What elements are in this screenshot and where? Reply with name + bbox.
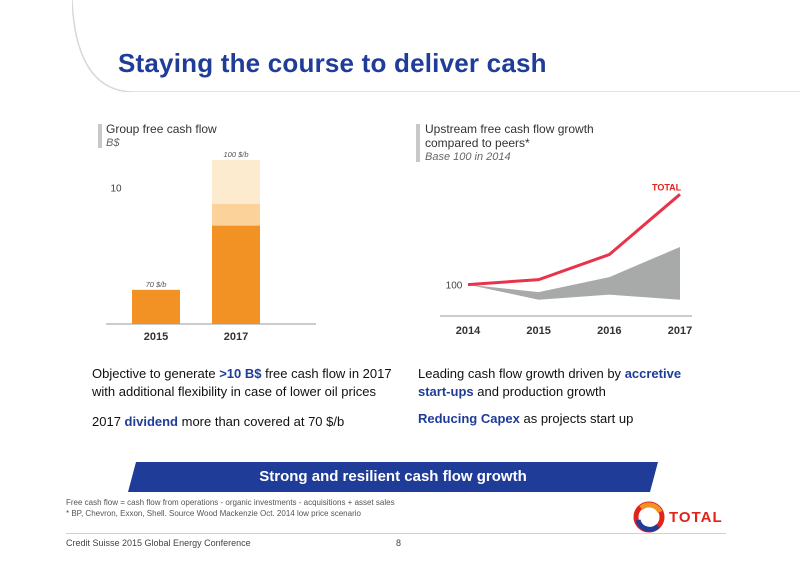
dividend-paragraph: 2017 dividend more than covered at 70 $/… bbox=[92, 413, 392, 431]
objective-text-b: free cash flow in 2017 with additional f… bbox=[92, 366, 392, 399]
right-panel-title-line2: compared to peers* bbox=[425, 136, 530, 150]
total-series-label: TOTAL bbox=[652, 182, 682, 192]
growth-text-b: and production growth bbox=[473, 384, 606, 399]
capex-paragraph: Reducing Capex as projects start up bbox=[418, 410, 708, 428]
right-header-marker bbox=[416, 124, 420, 162]
left-panel-title: Group free cash flow bbox=[106, 122, 217, 136]
total-logo-icon bbox=[633, 501, 665, 533]
footnote-definition: Free cash flow = cash flow from operatio… bbox=[66, 498, 395, 507]
bar-label-2015-0: 70 $/b bbox=[146, 280, 167, 289]
right-body-text: Leading cash flow growth driven by accre… bbox=[418, 365, 708, 428]
objective-highlight: >10 B$ bbox=[219, 366, 262, 381]
x-tick-label-2015: 2015 bbox=[144, 331, 168, 343]
left-body-text: Objective to generate >10 B$ free cash f… bbox=[92, 365, 392, 431]
x-tick-label-2017: 2017 bbox=[224, 331, 248, 343]
dividend-text-a: 2017 bbox=[92, 414, 125, 429]
page-title: Staying the course to deliver cash bbox=[118, 48, 547, 78]
growth-text-a: Leading cash flow growth driven by bbox=[418, 366, 625, 381]
bar-segment-2017-2 bbox=[212, 160, 260, 204]
capex-text: as projects start up bbox=[519, 411, 634, 426]
bar-segment-2017-0 bbox=[212, 225, 260, 324]
objective-paragraph: Objective to generate >10 B$ free cash f… bbox=[92, 365, 392, 401]
left-panel-unit: B$ bbox=[106, 137, 120, 149]
banner-shape bbox=[128, 462, 658, 492]
bar-label-2017-2: 100 $/b bbox=[223, 150, 248, 159]
capex-highlight: Reducing Capex bbox=[418, 411, 520, 426]
banner-text: Strong and resilient cash flow growth bbox=[259, 468, 527, 485]
bar-segment-2017-1 bbox=[212, 203, 260, 226]
y-tick-label: 100 bbox=[446, 281, 463, 292]
x-tick-label-2015: 2015 bbox=[526, 325, 550, 337]
right-panel-header: Upstream free cash flow growth compared … bbox=[425, 122, 594, 164]
dividend-text-b: more than covered at 70 $/b bbox=[178, 414, 345, 429]
x-tick-label-2014: 2014 bbox=[456, 325, 481, 337]
growth-paragraph: Leading cash flow growth driven by accre… bbox=[418, 365, 708, 401]
upstream-growth-chart: TOTAL 100 2014 2015 2016 2017 bbox=[440, 182, 692, 337]
bar-segment-2015-0 bbox=[132, 289, 180, 324]
total-logo-text: TOTAL bbox=[669, 509, 723, 526]
left-header-marker bbox=[98, 124, 102, 148]
right-panel-subtitle: Base 100 in 2014 bbox=[425, 151, 511, 163]
page-number: 8 bbox=[396, 538, 402, 548]
total-series-line bbox=[467, 193, 681, 287]
footer-conference: Credit Suisse 2015 Global Energy Confere… bbox=[66, 538, 251, 548]
x-tick-label-2017: 2017 bbox=[668, 325, 692, 337]
header-frame bbox=[72, 0, 800, 92]
y-tick-label: 10 bbox=[110, 183, 122, 194]
peer-band-area bbox=[468, 247, 680, 300]
right-panel-title-line1: Upstream free cash flow growth bbox=[425, 122, 594, 136]
left-panel-header: Group free cash flow B$ bbox=[106, 122, 217, 150]
x-tick-label-2016: 2016 bbox=[597, 325, 621, 337]
footnote-peers: * BP, Chevron, Exxon, Shell. Source Wood… bbox=[66, 509, 361, 518]
objective-text-a: Objective to generate bbox=[92, 366, 220, 381]
dividend-highlight: dividend bbox=[124, 414, 178, 429]
footer-divider bbox=[66, 533, 726, 534]
growth-highlight: accretive start-ups bbox=[418, 366, 682, 399]
